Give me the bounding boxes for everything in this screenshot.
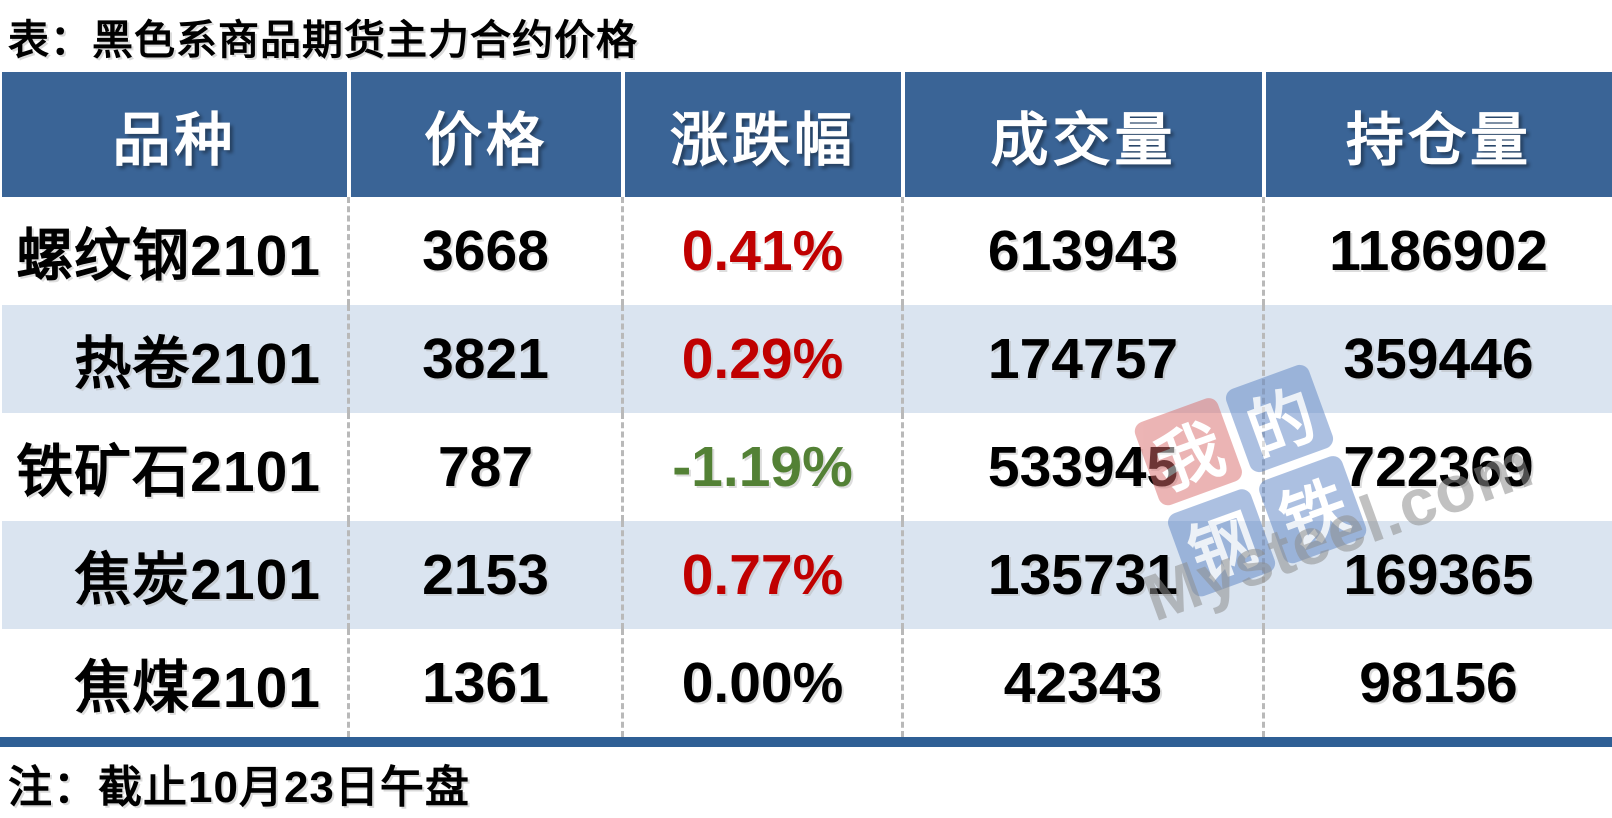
table-row: 热卷2101 3821 0.29% 174757 359446	[2, 305, 1612, 413]
footer-divider-bar	[0, 737, 1612, 747]
footnote: 注：截止10月23日午盘	[8, 762, 470, 812]
header-volume: 成交量	[901, 72, 1262, 197]
cell-change: 0.29%	[621, 305, 901, 413]
cell-price: 1361	[347, 629, 621, 737]
cell-volume: 613943	[901, 197, 1262, 305]
cell-price: 2153	[347, 521, 621, 629]
cell-change: 0.77%	[621, 521, 901, 629]
header-price: 价格	[347, 72, 621, 197]
cell-volume: 533945	[901, 413, 1262, 521]
table-row: 铁矿石2101 787 -1.19% 533945 722369	[2, 413, 1612, 521]
cell-change: -1.19%	[621, 413, 901, 521]
cell-variety: 焦煤2101	[74, 656, 321, 720]
header-open-interest: 持仓量	[1262, 72, 1612, 197]
cell-price: 3668	[347, 197, 621, 305]
cell-open-interest: 169365	[1262, 521, 1612, 629]
page-title: 表：黑色系商品期货主力合约价格	[8, 17, 638, 63]
cell-open-interest: 1186902	[1262, 197, 1612, 305]
table-header-row: 品种 价格 涨跌幅 成交量 持仓量	[2, 72, 1612, 197]
cell-volume: 174757	[901, 305, 1262, 413]
cell-price: 787	[347, 413, 621, 521]
cell-variety: 热卷2101	[2, 305, 347, 413]
cell-change: 0.00%	[621, 629, 901, 737]
cell-price: 3821	[347, 305, 621, 413]
cell-change: 0.41%	[621, 197, 901, 305]
table-row: 螺纹钢2101 3668 0.41% 613943 1186902	[2, 197, 1612, 305]
cell-open-interest: 359446	[1262, 305, 1612, 413]
table-row: 焦炭2101 2153 0.77% 135731 169365	[2, 521, 1612, 629]
table-body: 螺纹钢2101 3668 0.41% 613943 1186902 热卷2101 3821 0…	[2, 197, 1612, 737]
futures-price-table: 品种 价格 涨跌幅 成交量 持仓量 螺纹钢2101 3668 0.41% 613943…	[2, 72, 1612, 737]
cell-variety: 铁矿石2101	[16, 440, 321, 504]
cell-open-interest: 98156	[1262, 629, 1612, 737]
header-change: 涨跌幅	[621, 72, 901, 197]
cell-variety: 焦炭2101	[2, 521, 347, 629]
cell-volume: 42343	[901, 629, 1262, 737]
cell-open-interest: 722369	[1262, 413, 1612, 521]
table-row: 焦煤2101 1361 0.00% 42343 98156	[2, 629, 1612, 737]
cell-variety: 螺纹钢2101	[16, 224, 321, 288]
header-variety: 品种	[2, 72, 347, 197]
cell-volume: 135731	[901, 521, 1262, 629]
